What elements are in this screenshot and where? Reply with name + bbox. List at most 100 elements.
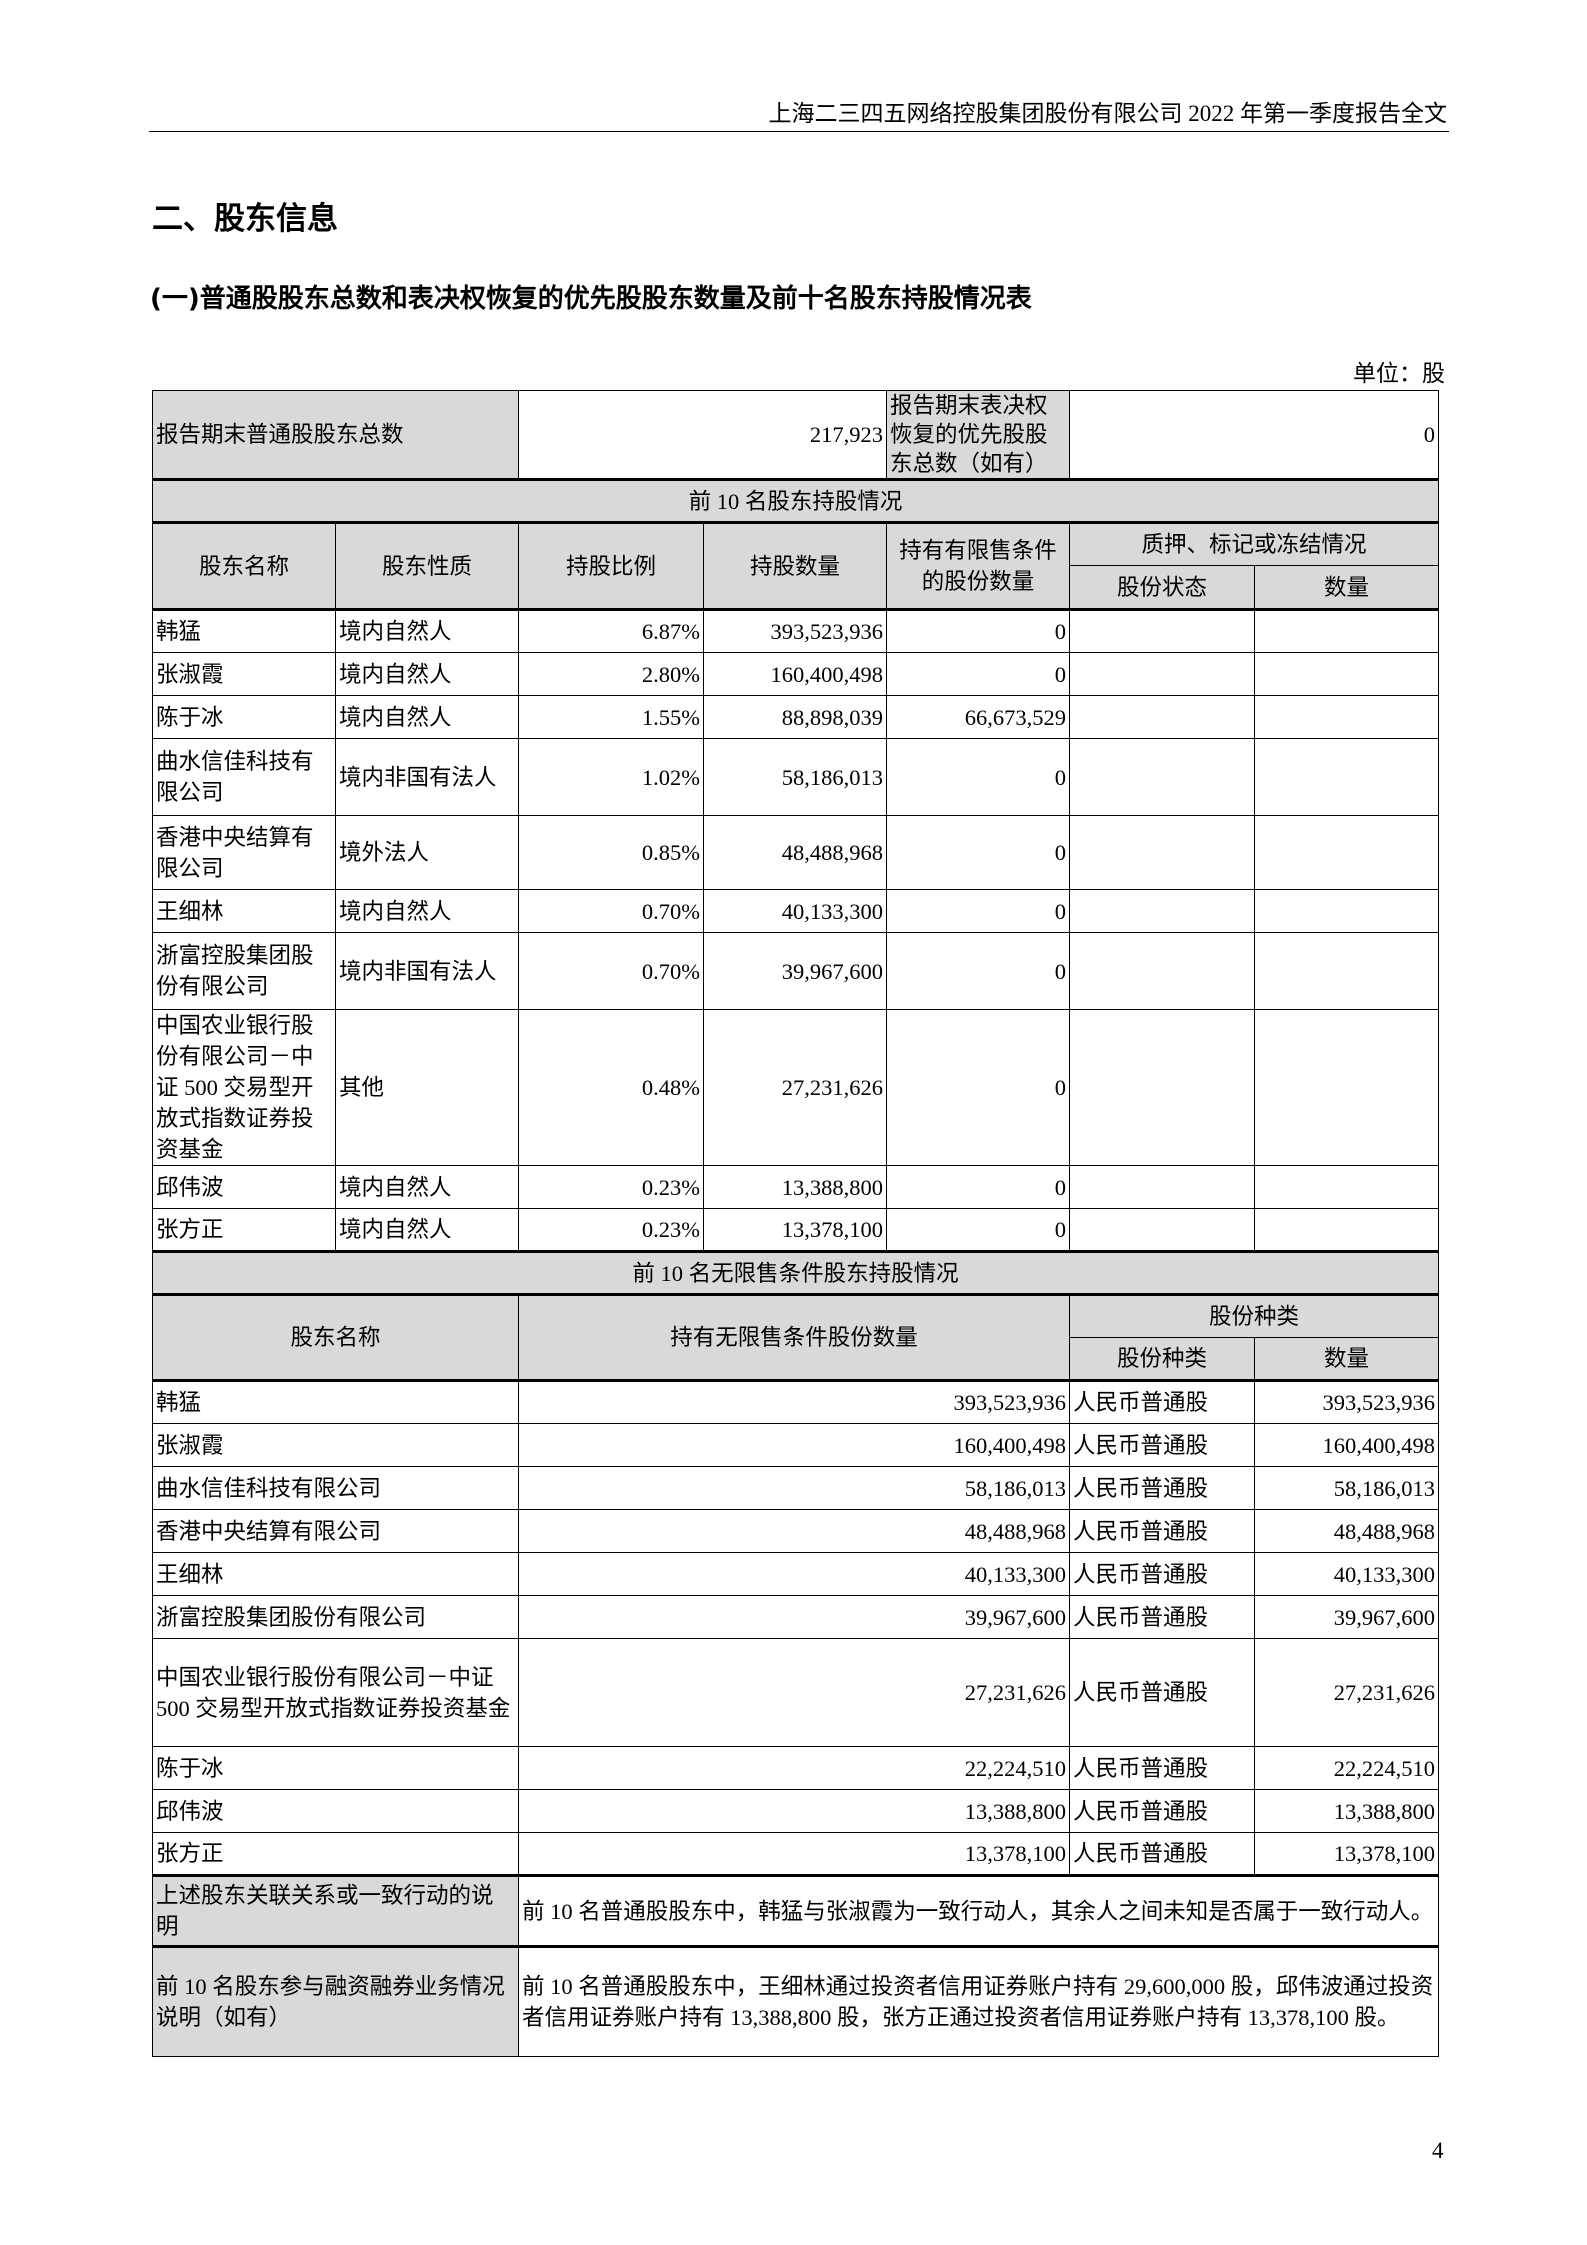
holder-name: 中国农业银行股份有限公司－中证 500 交易型开放式指数证券投资基金: [152, 1009, 336, 1166]
holder-nature: 其他: [334, 1009, 520, 1166]
restricted-shares: 0: [886, 815, 1071, 890]
col-nature: 股东性质: [334, 521, 520, 610]
unit-label: 单位：股: [1353, 361, 1445, 386]
table-row: 曲水信佳科技有限公司 58,186,013 人民币普通股 58,186,013: [151, 1466, 1440, 1510]
holder-name: 邱伟波: [151, 1789, 520, 1833]
restricted-shares: 0: [886, 652, 1071, 696]
preferred-holders-value: 0: [1069, 390, 1440, 480]
holding-ratio: 6.87%: [518, 608, 705, 653]
pledge-status: [1069, 889, 1256, 933]
preferred-holders-label: 报告期末表决权恢复的优先股股东总数（如有）: [886, 390, 1071, 480]
holding-ratio: 1.02%: [518, 738, 705, 816]
note-row: 上述股东关联关系或一致行动的说明前 10 名普通股股东中，韩猛与张淑霞为一致行动…: [151, 1874, 1440, 1947]
pledge-qty: [1254, 652, 1440, 696]
unrestricted-title: 前 10 名无限售条件股东持股情况: [151, 1250, 1440, 1295]
col-ratio: 持股比例: [518, 521, 705, 610]
col-pledge: 质押、标记或冻结情况: [1069, 521, 1440, 566]
unrestricted-shares: 58,186,013: [518, 1466, 1071, 1510]
holder-name: 浙富控股集团股份有限公司: [152, 932, 336, 1010]
restricted-shares: 0: [886, 1165, 1071, 1209]
table-row: 陈于冰 境内自然人 1.55% 88,898,039 66,673,529: [152, 695, 1440, 739]
restricted-shares: 66,673,529: [886, 695, 1071, 739]
note-row: 前 10 名股东参与融资融券业务情况说明（如有）前 10 名普通股股东中，王细林…: [151, 1945, 1440, 2057]
holding-shares: 13,388,800: [703, 1165, 888, 1209]
holder-nature: 境内自然人: [334, 695, 520, 739]
share-qty: 393,523,936: [1254, 1379, 1440, 1424]
holder-name: 张方正: [151, 1832, 520, 1876]
holding-shares: 39,967,600: [703, 932, 888, 1010]
holder-name: 张淑霞: [151, 1423, 520, 1467]
col-unrestricted-shares: 持有无限售条件股份数量: [518, 1293, 1071, 1381]
total-holders-value: 217,923: [518, 390, 888, 480]
pledge-qty: [1254, 932, 1440, 1010]
table-row: 中国农业银行股份有限公司－中证 500 交易型开放式指数证券投资基金 27,231…: [151, 1638, 1440, 1747]
holding-shares: 160,400,498: [703, 652, 888, 696]
holder-name: 浙富控股集团股份有限公司: [151, 1595, 520, 1639]
holding-ratio: 0.70%: [518, 932, 705, 1010]
holder-nature: 境内自然人: [334, 889, 520, 933]
holder-name: 韩猛: [151, 1379, 520, 1424]
pledge-status: [1069, 932, 1256, 1010]
share-type: 人民币普通股: [1069, 1746, 1256, 1790]
holder-name: 张淑霞: [152, 652, 336, 696]
pledge-qty: [1254, 695, 1440, 739]
restricted-shares: 0: [886, 608, 1071, 653]
share-type: 人民币普通股: [1069, 1423, 1256, 1467]
share-type: 人民币普通股: [1069, 1509, 1256, 1553]
holder-name: 韩猛: [152, 608, 336, 653]
table-row: 香港中央结算有限公司 48,488,968 人民币普通股 48,488,968: [151, 1509, 1440, 1553]
share-type: 人民币普通股: [1069, 1789, 1256, 1833]
note-label: 上述股东关联关系或一致行动的说明: [151, 1874, 520, 1947]
restricted-shares: 0: [886, 932, 1071, 1010]
holding-ratio: 0.23%: [518, 1165, 705, 1209]
unrestricted-shares: 22,224,510: [518, 1746, 1071, 1790]
restricted-shares: 0: [886, 889, 1071, 933]
pledge-qty: [1254, 815, 1440, 890]
restricted-shares: 0: [886, 738, 1071, 816]
col-qty: 数量: [1254, 565, 1440, 610]
holder-nature: 境内非国有法人: [334, 738, 520, 816]
table-row: 陈于冰 22,224,510 人民币普通股 22,224,510: [151, 1746, 1440, 1790]
page-header: 上海二三四五网络控股集团股份有限公司 2022 年第一季度报告全文: [768, 101, 1448, 126]
share-type: 人民币普通股: [1069, 1832, 1256, 1876]
share-qty: 40,133,300: [1254, 1552, 1440, 1596]
holder-name: 陈于冰: [151, 1746, 520, 1790]
share-type: 人民币普通股: [1069, 1638, 1256, 1747]
table-row: 王细林 40,133,300 人民币普通股 40,133,300: [151, 1552, 1440, 1596]
share-qty: 22,224,510: [1254, 1746, 1440, 1790]
total-holders-label: 报告期末普通股股东总数: [151, 390, 520, 480]
unrestricted-shares: 48,488,968: [518, 1509, 1071, 1553]
shareholder-table: 报告期末普通股股东总数 217,923 报告期末表决权恢复的优先股股东总数（如有…: [151, 390, 1440, 2057]
table-row: 韩猛 393,523,936 人民币普通股 393,523,936: [151, 1379, 1440, 1424]
col-shares: 持股数量: [703, 521, 888, 610]
holding-ratio: 1.55%: [518, 695, 705, 739]
share-type: 人民币普通股: [1069, 1595, 1256, 1639]
table-row: 张淑霞 境内自然人 2.80% 160,400,498 0: [152, 652, 1440, 696]
pledge-status: [1069, 815, 1256, 890]
holder-name: 王细林: [152, 889, 336, 933]
share-qty: 13,378,100: [1254, 1832, 1440, 1876]
holding-shares: 27,231,626: [703, 1009, 888, 1166]
table-row: 香港中央结算有限公司 境外法人 0.85% 48,488,968 0: [152, 815, 1440, 890]
unrestricted-shares: 13,388,800: [518, 1789, 1071, 1833]
unrestricted-shares: 39,967,600: [518, 1595, 1071, 1639]
pledge-status: [1069, 738, 1256, 816]
note-text: 前 10 名普通股股东中，王细林通过投资者信用证券账户持有 29,600,000…: [518, 1945, 1440, 2057]
holding-shares: 88,898,039: [703, 695, 888, 739]
pledge-qty: [1254, 608, 1440, 653]
holder-nature: 境内非国有法人: [334, 932, 520, 1010]
share-qty: 39,967,600: [1254, 1595, 1440, 1639]
holding-ratio: 2.80%: [518, 652, 705, 696]
pledge-qty: [1254, 1009, 1440, 1166]
holding-shares: 58,186,013: [703, 738, 888, 816]
holder-nature: 境外法人: [334, 815, 520, 890]
table-row: 浙富控股集团股份有限公司 境内非国有法人 0.70% 39,967,600 0: [152, 932, 1440, 1010]
holding-ratio: 0.85%: [518, 815, 705, 890]
pledge-qty: [1254, 889, 1440, 933]
holder-name: 中国农业银行股份有限公司－中证 500 交易型开放式指数证券投资基金: [151, 1638, 520, 1747]
pledge-qty: [1254, 1165, 1440, 1209]
col-name: 股东名称: [151, 1293, 520, 1381]
table-row: 浙富控股集团股份有限公司 39,967,600 人民币普通股 39,967,600: [151, 1595, 1440, 1639]
share-qty: 48,488,968: [1254, 1509, 1440, 1553]
holder-nature: 境内自然人: [334, 1165, 520, 1209]
